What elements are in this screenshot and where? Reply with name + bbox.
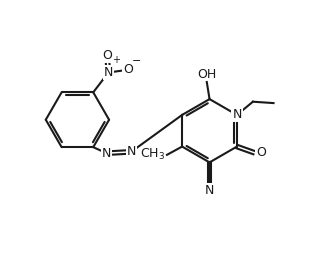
Text: O: O — [123, 63, 133, 76]
Text: N: N — [232, 108, 242, 121]
Text: N: N — [102, 147, 111, 160]
Text: −: − — [132, 56, 141, 66]
Text: O: O — [102, 49, 112, 62]
Text: N: N — [104, 66, 113, 79]
Text: N: N — [126, 145, 136, 158]
Text: +: + — [112, 55, 120, 65]
Text: CH$_3$: CH$_3$ — [140, 147, 166, 162]
Text: OH: OH — [197, 68, 216, 81]
Text: O: O — [256, 146, 266, 159]
Text: N: N — [205, 184, 214, 197]
